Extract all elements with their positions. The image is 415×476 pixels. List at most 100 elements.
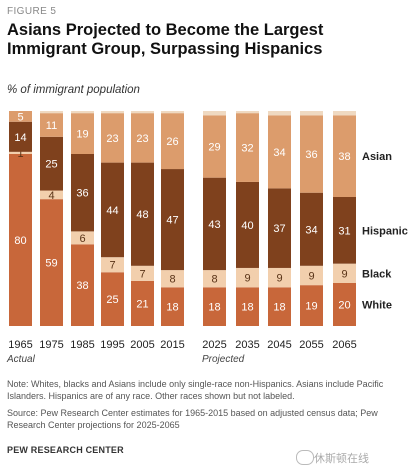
bar-segment-other <box>203 111 226 116</box>
bar-segment-hispanic <box>40 136 63 191</box>
bar-segment-hispanic <box>300 192 323 266</box>
bar-segment-other <box>300 111 323 116</box>
data-label: 37 <box>273 223 285 235</box>
x-tick-label: 2035 <box>235 339 259 351</box>
legend-label: Hispanic <box>362 225 408 237</box>
data-label: 23 <box>106 133 118 145</box>
data-label: 43 <box>208 219 220 231</box>
bar-segment-black <box>333 263 356 283</box>
data-label: 7 <box>139 268 145 280</box>
x-tick-label: 2005 <box>130 339 154 351</box>
bar-segment-asian <box>333 115 356 197</box>
chart-source: Source: Pew Research Center estimates fo… <box>7 408 378 430</box>
data-label: 6 <box>79 233 85 245</box>
bar-segment-other <box>268 111 291 116</box>
group-label-projected: Projected <box>202 354 245 365</box>
bar-segment-hispanic <box>203 177 226 271</box>
data-label: 29 <box>208 141 220 153</box>
organization-name: PEW RESEARCH CENTER <box>7 445 124 455</box>
data-label: 20 <box>338 300 350 312</box>
data-label: 11 <box>46 120 57 132</box>
bar-segment-white <box>40 199 63 326</box>
chart-note: Note: Whites, blacks and Asians include … <box>7 379 384 401</box>
data-label: 34 <box>273 147 285 159</box>
data-label: 59 <box>45 258 57 270</box>
bar-segment-asian <box>203 115 226 178</box>
data-label: 44 <box>106 205 118 217</box>
data-label: 9 <box>341 268 347 280</box>
data-label: 48 <box>136 209 148 221</box>
bar-segment-white <box>9 154 32 326</box>
bar-segment-black <box>101 257 124 273</box>
bar-segment-white <box>300 285 323 326</box>
data-label: 9 <box>276 273 282 285</box>
data-label: 34 <box>305 224 317 236</box>
data-label: 8 <box>169 274 175 286</box>
chart-title: Asians Projected to Become the Largest I… <box>7 21 324 58</box>
bar-segment-asian <box>131 113 154 163</box>
bar-segment-black <box>9 151 32 154</box>
bar-segment-other <box>71 111 94 114</box>
data-label: 19 <box>305 301 317 313</box>
bar-segment-hispanic <box>236 181 259 268</box>
data-label: 18 <box>273 302 285 314</box>
bar-segment-asian <box>40 113 63 137</box>
bar-segment-hispanic <box>161 169 184 271</box>
bar-segment-asian <box>300 115 323 193</box>
bar-segment-hispanic <box>268 188 291 268</box>
bar-segment-hispanic <box>131 162 154 266</box>
data-label: 36 <box>305 149 317 161</box>
bar-segment-hispanic <box>101 162 124 258</box>
data-label: 40 <box>241 220 253 232</box>
bar-segment-other <box>101 111 124 114</box>
data-label: 7 <box>109 260 115 272</box>
data-label: 38 <box>338 151 350 163</box>
data-label: 23 <box>136 133 148 145</box>
data-label: 25 <box>106 294 118 306</box>
x-tick-label: 1985 <box>70 339 94 351</box>
bar-segment-black <box>300 265 323 286</box>
data-label: 9 <box>308 270 314 282</box>
data-label: 25 <box>45 159 57 171</box>
data-label: 38 <box>76 280 88 292</box>
bar-segment-black <box>40 190 63 200</box>
bar-segment-white <box>333 283 356 326</box>
bar-segment-hispanic <box>333 197 356 264</box>
bar-segment-black <box>203 270 226 288</box>
legend-label: Black <box>362 268 392 280</box>
bar-segment-white <box>203 287 226 326</box>
data-label: 9 <box>244 273 250 285</box>
x-tick-label: 2045 <box>267 339 291 351</box>
x-tick-label: 1995 <box>100 339 124 351</box>
bar-segment-asian <box>101 113 124 163</box>
data-label: 32 <box>241 143 253 155</box>
bar-segment-asian <box>71 113 94 154</box>
bar-segment-black <box>71 231 94 245</box>
data-label: 31 <box>338 225 350 237</box>
bar-segment-white <box>101 272 124 326</box>
data-label: 1 <box>17 148 23 160</box>
data-label: 14 <box>14 132 26 144</box>
data-label: 26 <box>166 136 178 148</box>
bar-segment-other <box>131 111 154 114</box>
watermark: 休斯顿在线 <box>314 453 369 465</box>
bar-segment-white <box>268 287 291 326</box>
data-label: 19 <box>76 129 88 141</box>
data-label: 18 <box>208 302 220 314</box>
bar-segment-white <box>161 287 184 326</box>
x-tick-label: 2065 <box>332 339 356 351</box>
chat-bubble-icon <box>296 450 314 465</box>
x-tick-label: 2015 <box>160 339 184 351</box>
bar-segment-other <box>161 111 184 114</box>
bar-segment-black <box>268 267 291 288</box>
bar-segment-asian <box>161 113 184 170</box>
bar-segment-white <box>236 287 259 326</box>
bar-segment-asian <box>236 113 259 182</box>
bar-segment-white <box>71 244 94 326</box>
bar-segment-other <box>236 111 259 114</box>
bar-segment-black <box>161 270 184 288</box>
x-tick-label: 1975 <box>39 339 63 351</box>
legend-label: White <box>362 300 392 312</box>
bar-segment-white <box>131 280 154 326</box>
figure-label: FIGURE 5 <box>7 6 57 17</box>
